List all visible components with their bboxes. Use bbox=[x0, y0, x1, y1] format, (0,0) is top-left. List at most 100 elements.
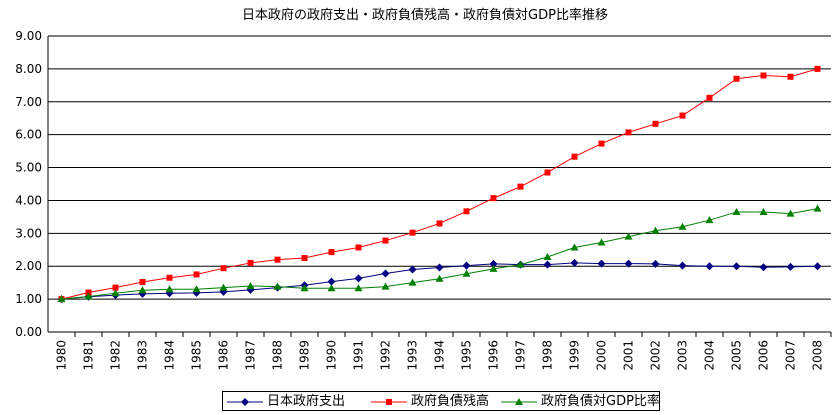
data-point bbox=[732, 262, 741, 271]
x-tick-label: 1984 bbox=[163, 340, 177, 371]
x-tick-label: 1989 bbox=[298, 340, 312, 371]
data-point bbox=[274, 256, 281, 263]
data-point bbox=[354, 274, 363, 283]
data-point bbox=[544, 169, 551, 176]
data-point bbox=[624, 259, 633, 268]
x-tick-label: 1998 bbox=[541, 340, 555, 371]
data-point bbox=[571, 153, 578, 160]
x-tick-label: 1995 bbox=[460, 340, 474, 371]
data-point bbox=[139, 279, 146, 286]
data-point bbox=[543, 253, 552, 261]
data-point bbox=[813, 262, 822, 271]
y-tick-label: 3.00 bbox=[15, 226, 42, 240]
data-point bbox=[247, 259, 254, 266]
y-tick-label: 2.00 bbox=[15, 259, 42, 273]
series-2 bbox=[57, 204, 822, 303]
x-tick-label: 1988 bbox=[271, 340, 285, 371]
legend-label: 日本政府支出 bbox=[267, 394, 346, 409]
legend-label: 政府負債残高 bbox=[411, 394, 490, 409]
data-point bbox=[786, 209, 795, 217]
x-tick-label: 2008 bbox=[811, 340, 825, 371]
data-point bbox=[489, 259, 498, 268]
data-point bbox=[543, 260, 552, 269]
data-point bbox=[166, 274, 173, 281]
data-point bbox=[489, 264, 498, 272]
x-tick-label: 2000 bbox=[595, 340, 609, 371]
x-tick-label: 2003 bbox=[676, 340, 690, 371]
data-point bbox=[57, 295, 66, 303]
data-point bbox=[111, 289, 120, 297]
data-point bbox=[273, 282, 282, 290]
x-tick-label: 1991 bbox=[352, 340, 366, 371]
x-tick-label: 1994 bbox=[433, 340, 447, 371]
data-point bbox=[732, 207, 741, 215]
y-tick-label: 0.00 bbox=[15, 325, 42, 339]
legend-item-debt: 政府負債残高 bbox=[371, 393, 501, 411]
y-tick-label: 1.00 bbox=[15, 292, 42, 306]
x-tick-label: 1981 bbox=[82, 340, 96, 371]
x-tick-label: 1986 bbox=[217, 340, 231, 371]
x-tick-label: 1997 bbox=[514, 340, 528, 371]
data-point bbox=[679, 112, 686, 119]
y-tick-label: 6.00 bbox=[15, 128, 42, 142]
data-point bbox=[436, 220, 443, 227]
data-point bbox=[435, 274, 444, 282]
data-point bbox=[355, 244, 362, 251]
x-tick-label: 2006 bbox=[757, 340, 771, 371]
legend-marker-triangle bbox=[501, 398, 537, 405]
data-point bbox=[354, 284, 363, 292]
data-point bbox=[300, 284, 309, 292]
x-tick-label: 2004 bbox=[703, 340, 717, 371]
data-point bbox=[786, 262, 795, 271]
legend-marker-diamond bbox=[227, 398, 263, 406]
data-point bbox=[408, 278, 417, 286]
data-point bbox=[733, 75, 740, 82]
data-point bbox=[597, 238, 606, 246]
data-point bbox=[705, 262, 714, 271]
data-point bbox=[813, 204, 822, 212]
data-point bbox=[463, 208, 470, 215]
data-point bbox=[517, 183, 524, 190]
data-point bbox=[598, 140, 605, 147]
x-tick-label: 1980 bbox=[55, 340, 69, 371]
data-point bbox=[651, 226, 660, 234]
x-tick-label: 2002 bbox=[649, 340, 663, 371]
x-tick-label: 1987 bbox=[244, 340, 258, 371]
legend: 日本政府支出 政府負債残高 政府負債対GDP比率 bbox=[222, 391, 660, 411]
data-point bbox=[327, 284, 336, 292]
x-axis-tick-labels: 1980 1981 1982 1983 1984 1985 1986 1987 1988 1989… bbox=[55, 340, 825, 371]
data-point bbox=[246, 281, 255, 289]
data-point bbox=[408, 265, 417, 274]
data-point bbox=[570, 243, 579, 251]
x-tick-label: 2005 bbox=[730, 340, 744, 371]
legend-item-spending: 日本政府支出 bbox=[227, 393, 367, 411]
axes bbox=[47, 36, 832, 337]
y-axis-tick-labels: 0.00 1.00 2.00 3.00 4.00 5.00 6.00 7.00 8.00 9.00 bbox=[15, 29, 42, 339]
y-tick-label: 9.00 bbox=[15, 29, 42, 43]
data-point bbox=[516, 260, 525, 268]
data-point bbox=[301, 255, 308, 261]
data-point bbox=[138, 286, 147, 294]
data-point bbox=[652, 120, 659, 127]
x-tick-label: 1999 bbox=[568, 340, 582, 371]
legend-item-debt-gdp-ratio: 政府負債対GDP比率 bbox=[501, 393, 660, 411]
data-point bbox=[597, 259, 606, 268]
data-point bbox=[435, 263, 444, 272]
data-point bbox=[624, 232, 633, 240]
data-point bbox=[706, 94, 713, 101]
data-point bbox=[165, 285, 174, 293]
x-tick-label: 1996 bbox=[487, 340, 501, 371]
data-point bbox=[705, 216, 714, 224]
data-point bbox=[570, 258, 579, 267]
data-point bbox=[760, 72, 767, 79]
data-point bbox=[409, 229, 416, 236]
data-point bbox=[381, 282, 390, 290]
data-point bbox=[192, 285, 201, 293]
series-group bbox=[57, 65, 822, 304]
x-tick-label: 1993 bbox=[406, 340, 420, 371]
data-point bbox=[462, 269, 471, 277]
y-tick-label: 5.00 bbox=[15, 161, 42, 175]
grid-lines bbox=[48, 35, 831, 300]
legend-marker-square bbox=[371, 399, 407, 405]
